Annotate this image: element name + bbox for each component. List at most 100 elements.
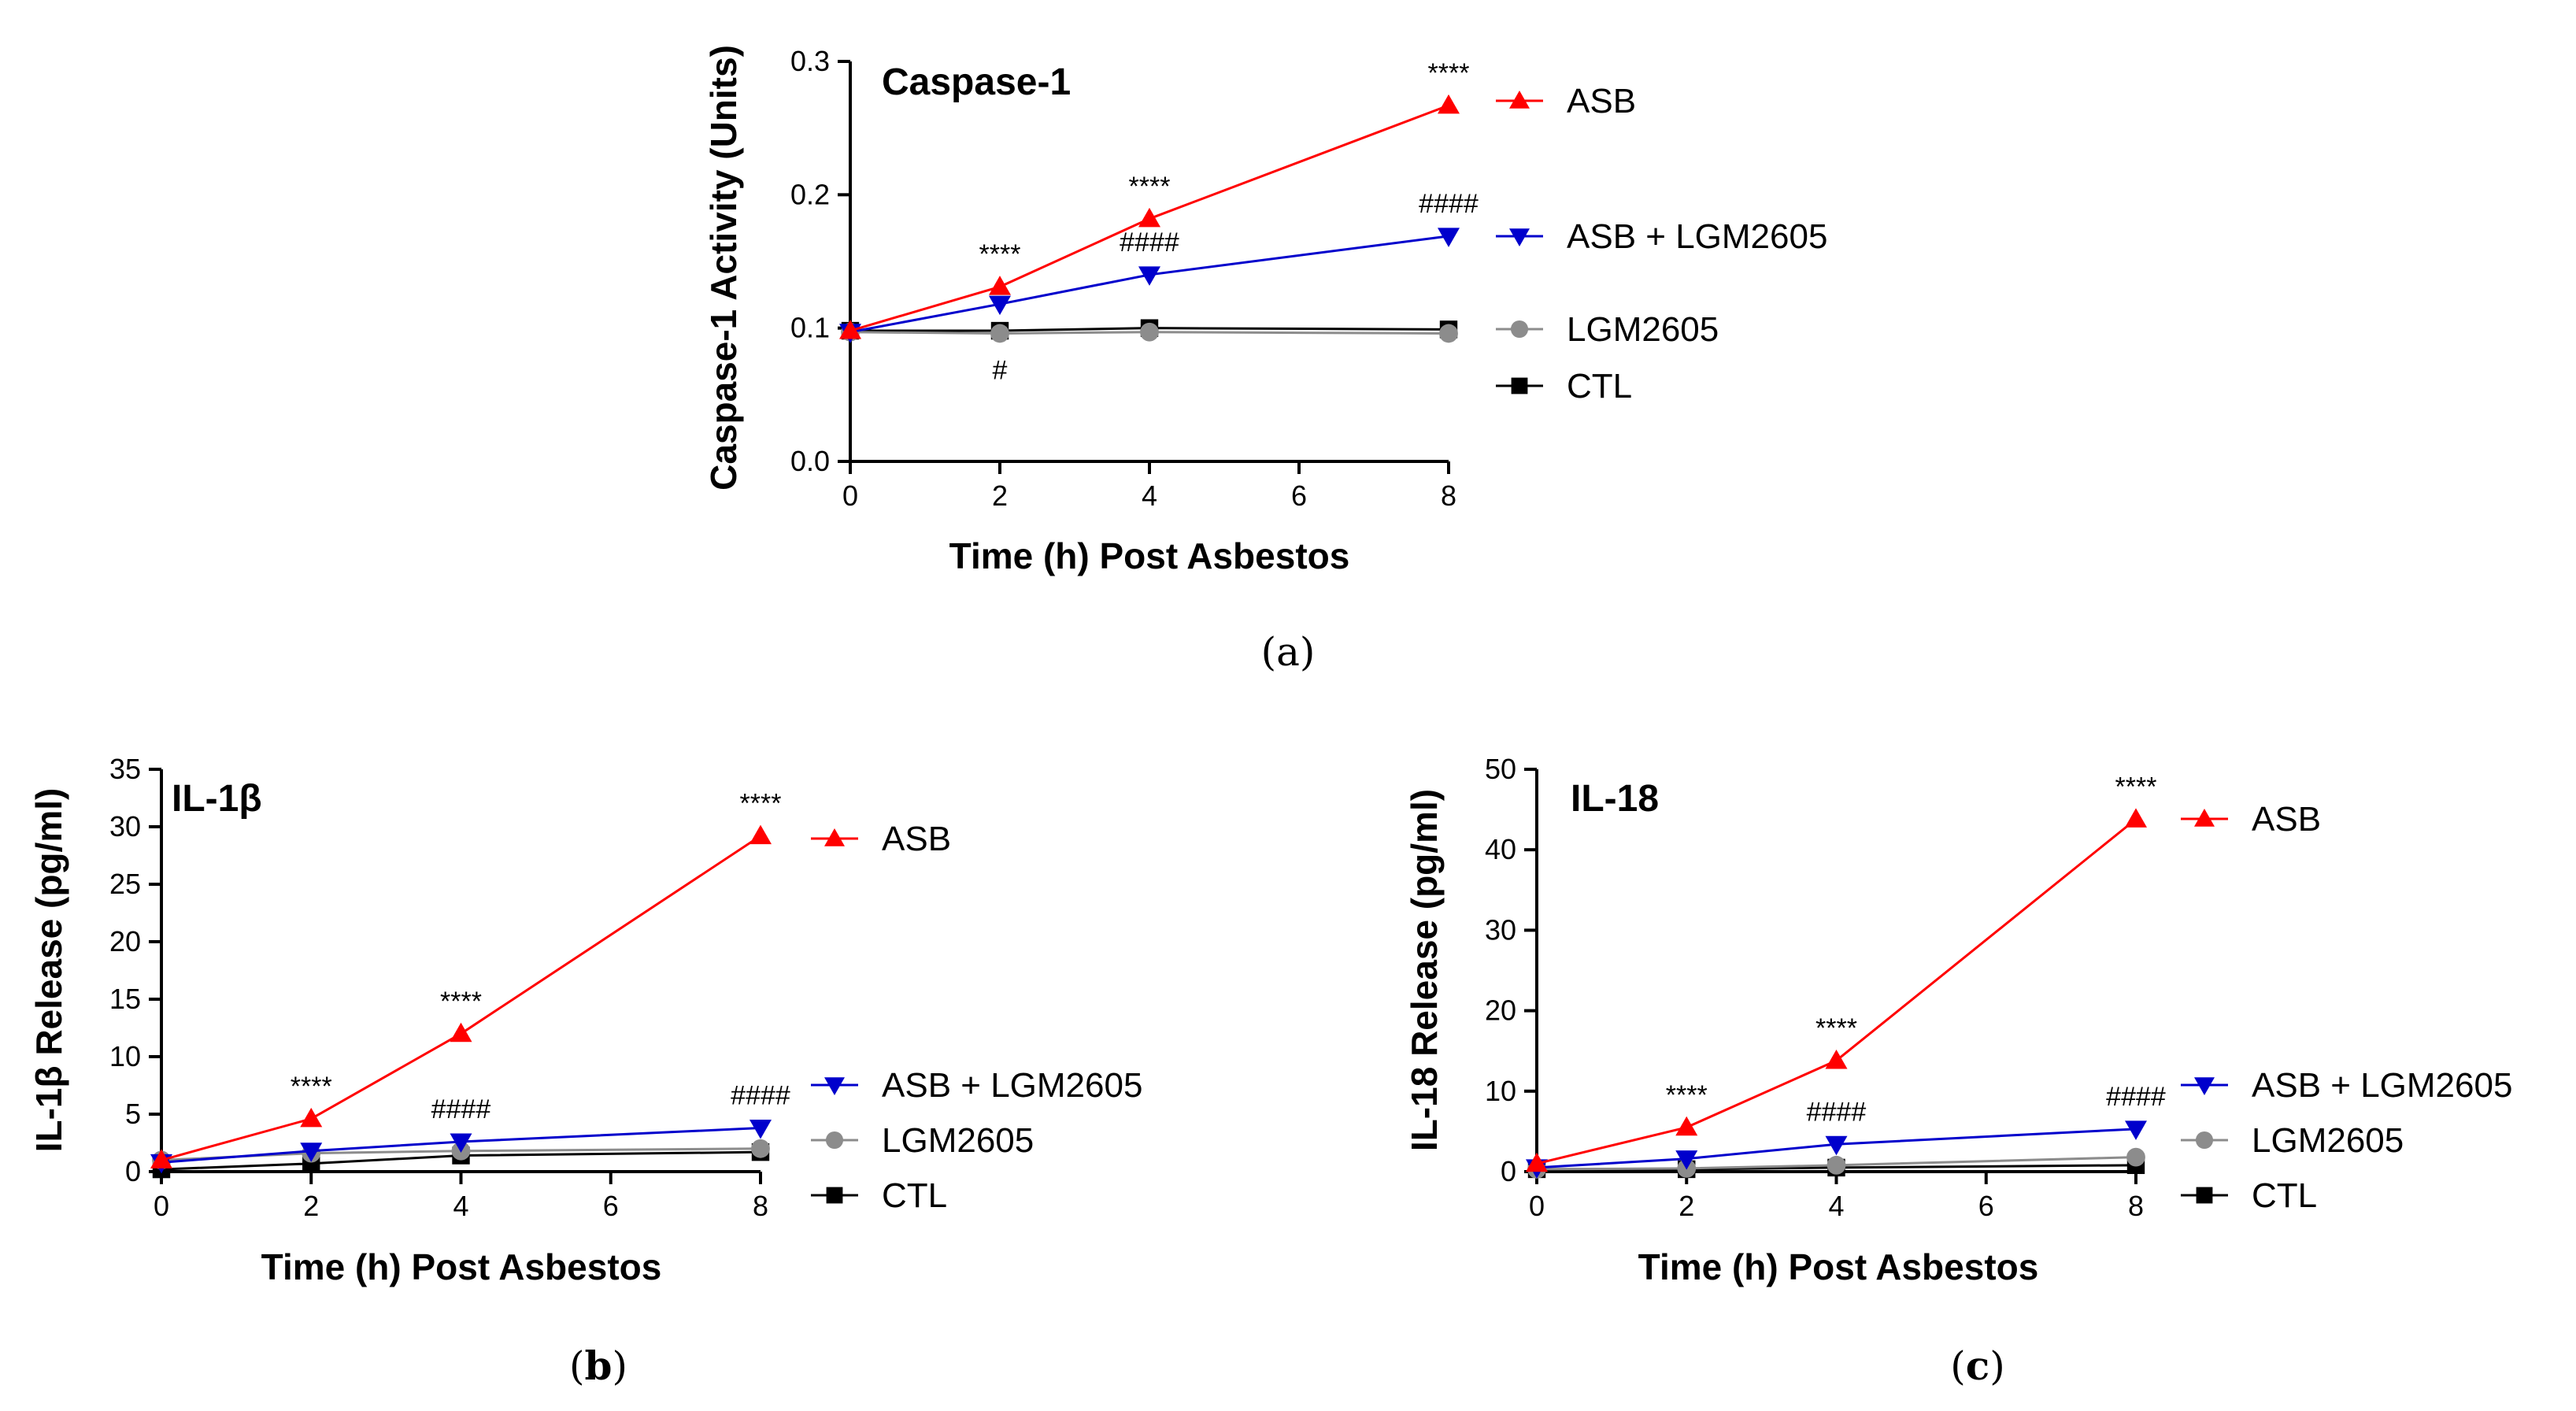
y-tick-label: 35	[109, 753, 141, 785]
chart-panel-c: 0 10 20 30 40 50 0 2 4 6 8 Time (h) Post Asbestos IL…	[1404, 753, 2512, 1389]
x-axis-title: Time (h) Post Asbestos	[949, 535, 1350, 576]
series-line-asb-lgm2605	[1536, 1128, 2137, 1169]
series-line-lgm2605	[1536, 1156, 2137, 1171]
significance-annotation: ****	[440, 987, 482, 1017]
series-line-ctl	[161, 1150, 761, 1171]
legend: ASB ASB + LGM2605 LGM2605 CTL	[1496, 82, 1827, 406]
y-tick-label: 0.2	[790, 178, 830, 210]
data-point	[300, 1143, 323, 1162]
legend-label: ASB + LGM2605	[1567, 217, 1827, 256]
x-tick-label: 8	[2128, 1190, 2144, 1222]
legend-label: CTL	[2252, 1176, 2317, 1215]
legend-label: LGM2605	[1567, 310, 1719, 349]
y-tick-label: 40	[1485, 833, 1516, 865]
y-tick-label: 30	[1485, 913, 1516, 946]
y-tick-label: 20	[1485, 994, 1516, 1027]
x-tick-label: 0	[842, 480, 858, 512]
data-point	[2125, 1120, 2147, 1140]
legend-marker	[1509, 91, 1530, 109]
y-tick-label: 0	[125, 1155, 141, 1187]
data-point	[1675, 1150, 1698, 1170]
chart-panel-b: 0 5 10 15 20 25 30 35 0 2 4 6 8 Time (h) Post Asbesto…	[28, 753, 1142, 1389]
data-point	[150, 1149, 172, 1168]
x-tick-label: 2	[303, 1190, 319, 1222]
data-point	[300, 1107, 323, 1128]
data-point	[1138, 207, 1160, 228]
x-tick-label: 0	[1529, 1190, 1545, 1222]
series-line-asb-lgm2605	[161, 1127, 761, 1164]
significance-annotation: ####	[431, 1094, 491, 1124]
x-axis-title: Time (h) Post Asbestos	[1638, 1246, 2039, 1287]
data-point	[751, 1139, 770, 1158]
legend-label: CTL	[882, 1176, 947, 1215]
legend-label: ASB	[882, 820, 951, 858]
y-tick-label: 5	[125, 1098, 141, 1130]
data-point	[839, 320, 861, 339]
significance-annotation: ####	[1419, 189, 1479, 219]
y-tick-label: 0.3	[790, 45, 830, 77]
significance-annotation: ****	[1815, 1013, 1857, 1043]
y-tick-label: 50	[1485, 753, 1516, 785]
x-axis-title: Time (h) Post Asbestos	[261, 1246, 662, 1287]
y-tick-label: 0.0	[790, 445, 830, 477]
legend-marker	[2194, 809, 2215, 827]
significance-annotation: ####	[2106, 1082, 2166, 1112]
legend-label: ASB + LGM2605	[2252, 1066, 2512, 1105]
series-line-asb	[849, 104, 1449, 332]
data-point	[989, 276, 1011, 295]
data-point	[1438, 228, 1460, 247]
y-tick-label: 0	[1501, 1155, 1516, 1187]
data-point	[2126, 1147, 2145, 1167]
y-tick-label: 30	[109, 810, 141, 843]
y-tick-label: 10	[1485, 1075, 1516, 1107]
x-tick-label: 8	[753, 1190, 768, 1222]
legend-marker	[2196, 1187, 2213, 1204]
data-point	[1825, 1049, 1848, 1069]
x-tick-label: 2	[1678, 1190, 1694, 1222]
y-axis-title: IL-18 Release (pg/ml)	[1404, 789, 1445, 1151]
data-point	[1439, 324, 1458, 343]
chart-title: IL-1β	[172, 778, 262, 820]
significance-annotation: ****	[1666, 1080, 1708, 1110]
x-tick-label: 4	[1828, 1190, 1844, 1222]
data-point	[749, 1120, 772, 1139]
significance-annotation: ####	[731, 1081, 790, 1111]
panel-label: (a)	[1261, 629, 1316, 675]
legend-label: ASB	[2252, 800, 2321, 839]
data-point	[990, 324, 1009, 343]
significance-annotation: ****	[291, 1072, 332, 1102]
data-point	[1438, 94, 1460, 114]
y-tick-label: 15	[109, 983, 141, 1015]
data-point	[1675, 1116, 1698, 1136]
chart-title: Caspase-1	[882, 61, 1071, 103]
legend-marker	[826, 1187, 843, 1204]
legend-label: LGM2605	[882, 1121, 1034, 1160]
data-point	[450, 1022, 472, 1043]
data-point	[1140, 322, 1159, 342]
series-line-asb	[1536, 818, 2137, 1165]
legend: ASB ASB + LGM2605 LGM2605 CTL	[2181, 800, 2512, 1215]
legend-label: ASB	[1567, 82, 1636, 120]
panel-label: (b)	[569, 1342, 627, 1389]
legend-marker	[1510, 320, 1529, 339]
x-tick-label: 6	[1978, 1190, 1994, 1222]
x-tick-label: 8	[1441, 480, 1456, 512]
x-tick-label: 0	[154, 1190, 169, 1222]
significance-annotation: ####	[1807, 1097, 1867, 1127]
x-tick-label: 2	[992, 480, 1008, 512]
significance-annotation: ****	[1428, 58, 1470, 88]
significance-annotation: #	[993, 355, 1008, 385]
significance-annotation: ****	[1129, 172, 1171, 202]
chart-title: IL-18	[1571, 778, 1659, 820]
series-line-asb	[161, 835, 761, 1161]
legend-label: CTL	[1567, 367, 1632, 406]
legend-marker	[825, 1131, 844, 1150]
x-tick-label: 4	[453, 1190, 468, 1222]
y-axis-title: IL-1β Release (pg/ml)	[28, 788, 69, 1153]
y-tick-label: 20	[109, 925, 141, 957]
legend-marker	[1509, 228, 1530, 246]
series-line-asb-lgm2605	[849, 235, 1449, 334]
x-tick-label: 6	[1291, 480, 1307, 512]
data-point	[989, 295, 1011, 316]
significance-annotation: ****	[740, 789, 782, 819]
